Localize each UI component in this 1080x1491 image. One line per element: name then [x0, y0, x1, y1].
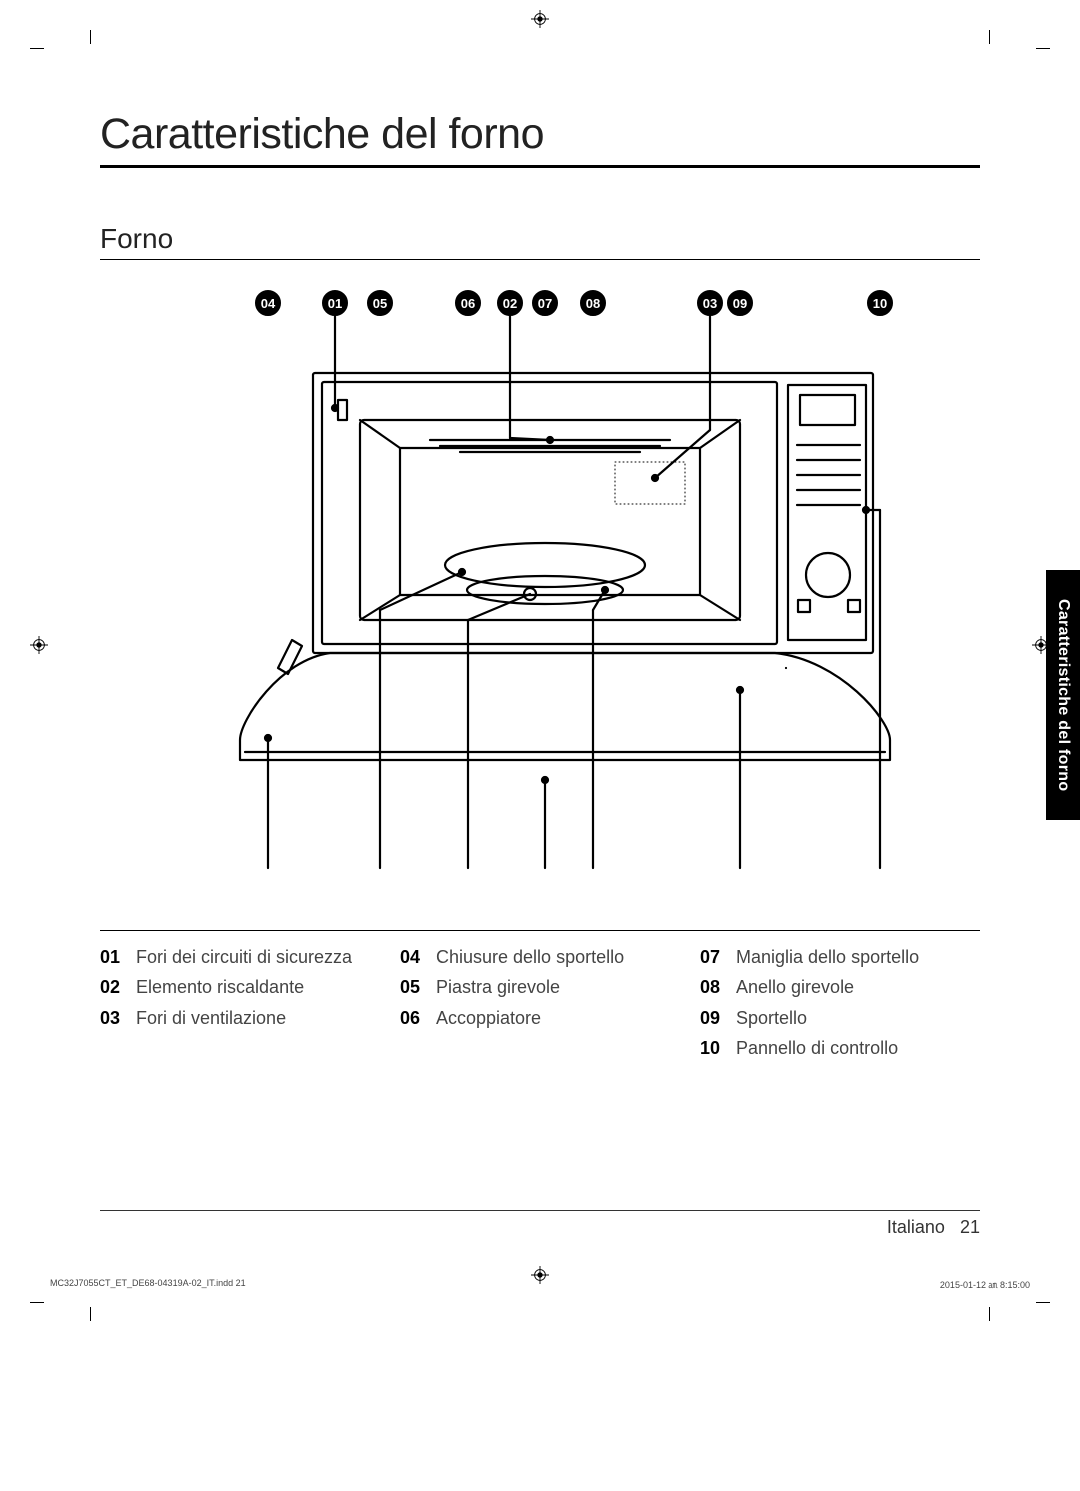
footer-page: 21 — [960, 1217, 980, 1237]
legend-item: 10Pannello di controllo — [700, 1036, 980, 1060]
footer-lang: Italiano — [887, 1217, 945, 1237]
registration-mark-icon — [30, 636, 48, 654]
legend-item: 04Chiusure dello sportello — [400, 945, 680, 969]
side-tab-label: Caratteristiche del forno — [1054, 599, 1072, 791]
page-footer: Italiano 21 — [100, 1210, 980, 1238]
legend-item: 01Fori dei circuiti di sicurezza — [100, 945, 380, 969]
page-title: Caratteristiche del forno — [100, 110, 980, 168]
legend-item: 03Fori di ventilazione — [100, 1006, 380, 1030]
imprint-file: MC32J7055CT_ET_DE68-04319A-02_IT.indd 21 — [50, 1278, 246, 1291]
legend-item: 06Accoppiatore — [400, 1006, 680, 1030]
legend-item: 02Elemento riscaldante — [100, 975, 380, 999]
legend-item: 07Maniglia dello sportello — [700, 945, 980, 969]
section-title: Forno — [100, 223, 980, 260]
side-tab: Caratteristiche del forno — [1046, 570, 1080, 820]
imprint-stamp: 2015-01-12 ㏂ 8:15:00 — [940, 1278, 1030, 1291]
legend-item: 05Piastra girevole — [400, 975, 680, 999]
imprint: MC32J7055CT_ET_DE68-04319A-02_IT.indd 21… — [50, 1278, 1030, 1291]
oven-svg — [200, 290, 900, 910]
legend-item: 08Anello girevole — [700, 975, 980, 999]
legend-item: 09Sportello — [700, 1006, 980, 1030]
oven-diagram: 01 02 03 04 05 06 07 08 09 10 — [200, 290, 880, 910]
registration-mark-icon — [531, 10, 549, 28]
legend-separator — [100, 930, 980, 931]
legend-grid: 01Fori dei circuiti di sicurezza 04Chius… — [100, 945, 980, 1060]
